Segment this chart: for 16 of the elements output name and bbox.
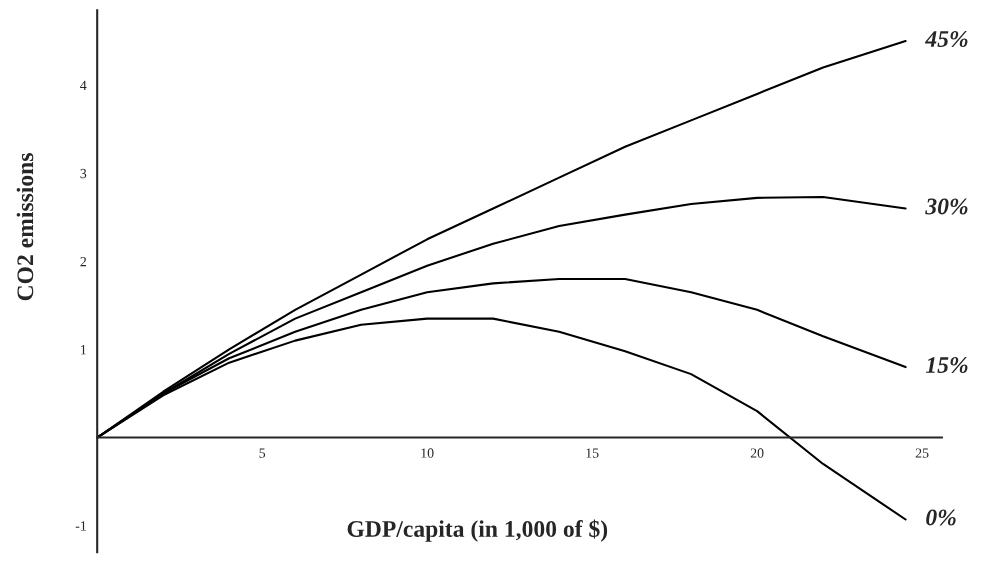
y-tick-label: -1 — [75, 521, 86, 531]
x-axis-title: GDP/capita (in 1,000 of $) — [347, 519, 608, 542]
series-label: 45% — [925, 31, 968, 48]
y-tick-label: 3 — [80, 168, 87, 179]
y-tick-label: 1 — [81, 345, 86, 355]
y-tick-label: 2 — [80, 256, 87, 267]
y-axis-title: CO2 emissions — [16, 153, 34, 301]
x-tick-label: 25 — [915, 448, 929, 458]
series-label: 30% — [925, 198, 968, 215]
y-tick-label: 4 — [80, 80, 87, 90]
x-tick-label: 15 — [586, 448, 599, 458]
series-label: 15% — [925, 357, 968, 374]
x-tick-label: 20 — [750, 448, 764, 458]
series-label: 0% — [926, 509, 956, 526]
x-tick-label: 5 — [259, 448, 266, 458]
x-tick-label: 10 — [421, 448, 434, 458]
